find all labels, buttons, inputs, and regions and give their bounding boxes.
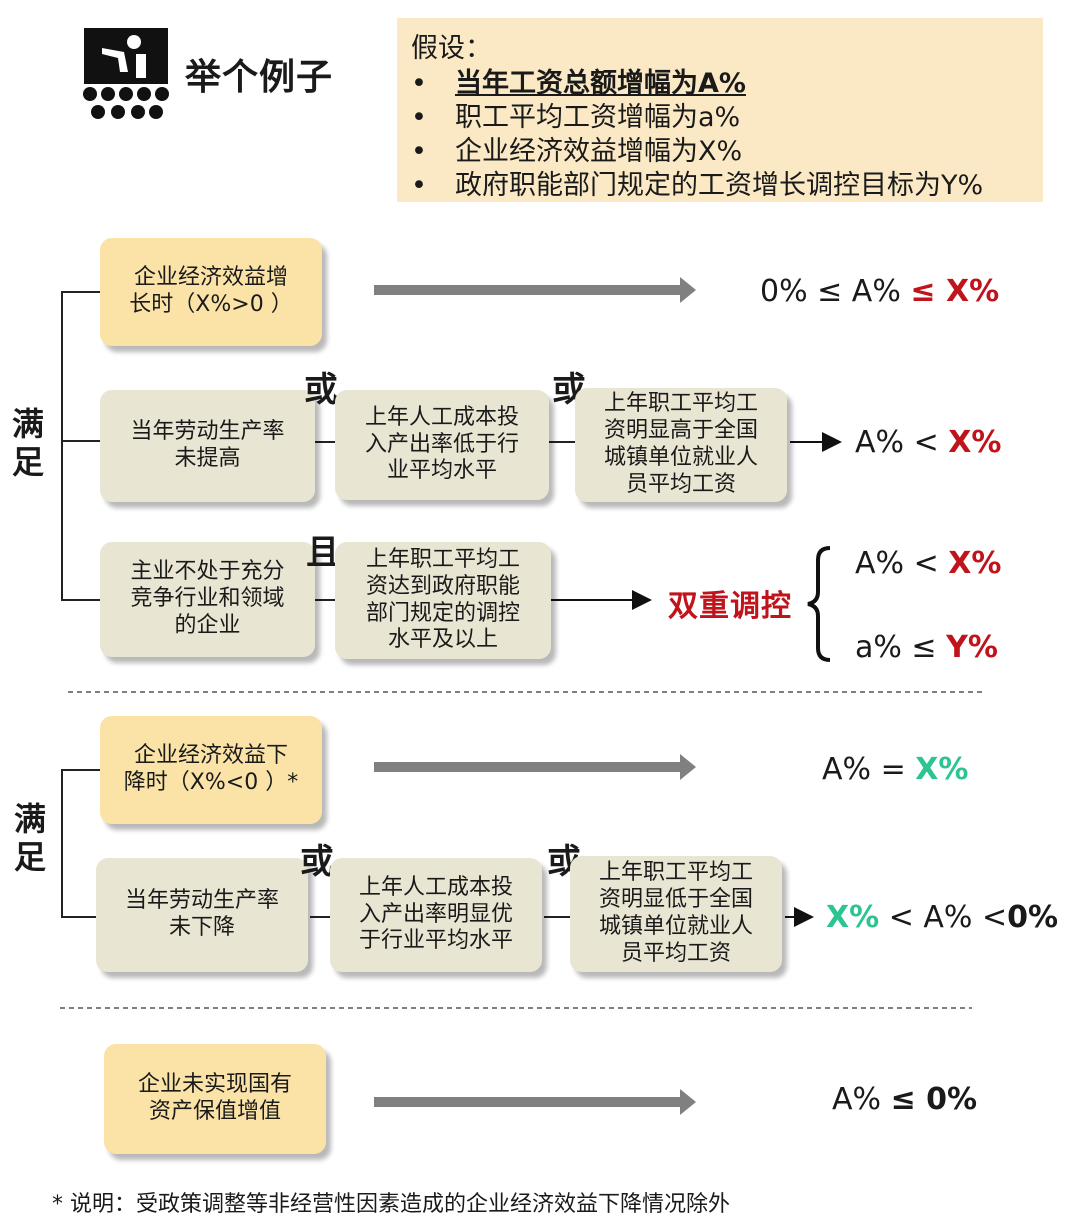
presenter-logo-icon bbox=[83, 28, 169, 119]
condition-box: 企业未实现国有 资产保值增值 bbox=[104, 1044, 326, 1154]
assumptions-box: 假设： • 当年工资总额增幅为A% • 职工平均工资增幅为a% • 企业经济效益增幅为… bbox=[397, 18, 1043, 202]
result-text: a% ≤ Y% bbox=[855, 630, 998, 665]
assumption-item: • 政府职能部门规定的工资增长调控目标为Y% bbox=[411, 170, 984, 201]
result-text: A% < X% bbox=[855, 546, 1002, 581]
condition-box: 上年人工成本投 入产出率明显优 于行业平均水平 bbox=[330, 858, 542, 972]
result-text: X% < A% <0% bbox=[826, 900, 1059, 935]
assumption-item: • 企业经济效益增幅为X% bbox=[411, 136, 743, 167]
result-text: 0% ≤ A% ≤ X% bbox=[760, 274, 1000, 309]
dual-control-brace bbox=[807, 546, 831, 662]
result-text: A% = X% bbox=[822, 752, 969, 787]
result-text: A% ≤ 0% bbox=[832, 1082, 978, 1117]
condition-box: 上年职工平均工 资明显低于全国 城镇单位就业人 员平均工资 bbox=[570, 856, 782, 972]
footnote: * 说明：受政策调整等非经营性因素造成的企业经济效益下降情况除外 bbox=[52, 1192, 730, 1217]
assumptions-title: 假设： bbox=[411, 33, 492, 64]
condition-box: 企业经济效益增 长时（X%>0 ） bbox=[100, 238, 322, 346]
condition-box: 企业经济效益下 降时（X%<0 ）* bbox=[100, 716, 322, 824]
condition-box: 当年劳动生产率 未提高 bbox=[100, 390, 315, 502]
condition-box: 上年职工平均工 资明显高于全国 城镇单位就业人 员平均工资 bbox=[575, 388, 787, 502]
section2-label: 满足 bbox=[13, 800, 46, 877]
big-arrow-3 bbox=[374, 1089, 696, 1115]
condition-box: 上年人工成本投 入产出率低于行 业平均水平 bbox=[335, 390, 549, 500]
condition-box: 当年劳动生产率 未下降 bbox=[96, 858, 308, 972]
dual-control-label: 双重调控 bbox=[668, 589, 792, 624]
big-arrow-1 bbox=[374, 277, 696, 303]
assumption-item: • 职工平均工资增幅为a% bbox=[411, 102, 741, 133]
condition-box: 上年职工平均工 资达到政府职能 部门规定的调控 水平及以上 bbox=[335, 542, 551, 659]
section1-bracket bbox=[61, 291, 100, 601]
section2-bracket bbox=[61, 769, 100, 918]
or-connector: 或 bbox=[300, 842, 334, 882]
big-arrow-2 bbox=[374, 754, 696, 780]
assumption-item: • 当年工资总额增幅为A% bbox=[411, 68, 746, 99]
page-title: 举个例子 bbox=[185, 57, 334, 98]
or-connector: 或 bbox=[304, 370, 338, 410]
section1-label: 满足 bbox=[11, 405, 44, 482]
result-text: A% < X% bbox=[855, 425, 1002, 460]
condition-box: 主业不处于充分 竞争行业和领域 的企业 bbox=[100, 542, 315, 657]
and-connector: 且 bbox=[306, 533, 340, 573]
